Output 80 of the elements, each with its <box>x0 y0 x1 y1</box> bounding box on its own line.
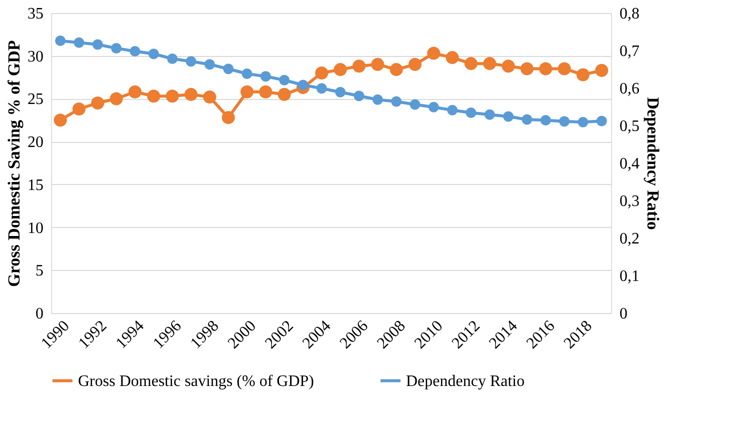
point <box>335 86 346 98</box>
point <box>54 114 67 127</box>
point <box>352 60 366 73</box>
point <box>91 96 104 110</box>
point <box>578 116 588 128</box>
point <box>522 114 532 125</box>
point <box>240 85 254 98</box>
y2-tick-label: 0,1 <box>620 268 640 285</box>
point <box>354 90 364 102</box>
point <box>148 48 159 60</box>
point <box>74 37 84 48</box>
y2-tick-label: 0,2 <box>620 230 640 248</box>
y-tick-label: 35 <box>28 6 44 22</box>
point <box>278 88 291 101</box>
y2-tick-label: 0,6 <box>620 80 640 98</box>
y-tick-label: 15 <box>28 176 44 194</box>
y-tick-label: 30 <box>28 48 44 66</box>
point <box>222 111 235 124</box>
point <box>167 54 178 64</box>
point <box>130 46 140 56</box>
y2-axis-title: Dependency Ratio <box>644 97 662 230</box>
y-tick-label: 25 <box>28 91 44 108</box>
point <box>391 96 402 107</box>
point <box>259 85 272 98</box>
point <box>466 108 476 118</box>
point <box>427 46 440 60</box>
point <box>502 60 515 73</box>
point <box>92 39 103 50</box>
point <box>576 68 590 82</box>
y-axis-title: Gross Domestic Saving % of GDP <box>4 40 24 287</box>
point <box>128 85 142 98</box>
y-tick-label: 5 <box>36 262 44 280</box>
point <box>55 36 66 46</box>
point <box>242 68 252 79</box>
point <box>558 62 571 76</box>
point <box>520 62 534 76</box>
point <box>446 51 459 64</box>
point <box>464 57 478 70</box>
point <box>596 116 607 126</box>
point <box>408 58 422 71</box>
point <box>484 109 495 120</box>
point <box>428 102 439 112</box>
y2-tick-label: 0,5 <box>620 118 640 135</box>
point <box>166 90 179 103</box>
legend-label: Dependency Ratio <box>406 372 525 390</box>
point <box>503 111 514 122</box>
y-tick-label: 20 <box>28 134 44 152</box>
point <box>72 102 86 116</box>
y-tick-label: 10 <box>28 220 44 237</box>
y-tick-label: 0 <box>36 306 44 322</box>
point <box>204 59 215 70</box>
point <box>260 71 271 82</box>
point <box>203 90 216 104</box>
y2-tick-label: 0,7 <box>620 43 640 60</box>
point <box>316 83 327 94</box>
y2-tick-label: 0,3 <box>620 193 640 210</box>
point <box>390 63 403 76</box>
point <box>279 74 290 86</box>
point <box>372 94 383 105</box>
point <box>540 115 551 126</box>
point <box>595 64 608 77</box>
point <box>447 104 458 116</box>
point <box>186 56 196 67</box>
y2-tick-label: 0,4 <box>620 156 640 172</box>
point <box>539 62 552 76</box>
point <box>147 90 160 103</box>
point <box>111 43 122 54</box>
legend-label: Gross Domestic savings (% of GDP) <box>78 372 314 390</box>
point <box>223 64 234 74</box>
point <box>110 92 123 106</box>
point <box>559 116 570 127</box>
point <box>298 80 308 90</box>
point <box>371 58 384 71</box>
point <box>184 88 198 101</box>
point <box>315 66 328 80</box>
point <box>334 63 347 76</box>
point <box>410 99 420 110</box>
y2-tick-label: 0,8 <box>620 6 640 22</box>
y2-tick-label: 0 <box>620 306 628 322</box>
point <box>483 57 496 70</box>
